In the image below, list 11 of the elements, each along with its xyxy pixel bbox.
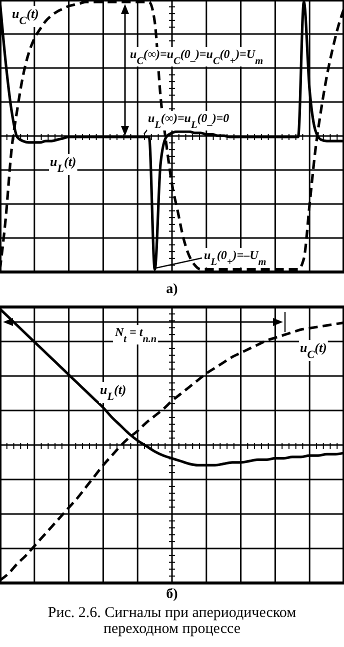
text: u$_{C}$(∞)=u$_{C}$(0$_{–}$)=u$_{C}$(0$_{+}$)=U$_{m}$	[130, 47, 263, 66]
annotation: N$_{t}$ = t$_{п.п}$	[114, 325, 157, 344]
annotation: u$_{L}$(0$_{+}$)=–U$_{m}$	[204, 248, 266, 268]
text: а)	[166, 282, 178, 297]
legend-label: u$_{L}$(t)	[50, 154, 76, 175]
series-label: u$_{C}$(t)	[12, 6, 39, 27]
annotation: u$_{L}$(∞)=u$_{L}$(0$_{–}$)=0	[148, 111, 230, 130]
series-label: u$_{L}$(t)	[100, 382, 126, 403]
text: б)	[166, 587, 178, 602]
text: Рис. 2.6. Сигналы при апериодическом переходном процессе	[48, 605, 297, 637]
series-label: u$_{C}$(t)	[300, 340, 327, 361]
